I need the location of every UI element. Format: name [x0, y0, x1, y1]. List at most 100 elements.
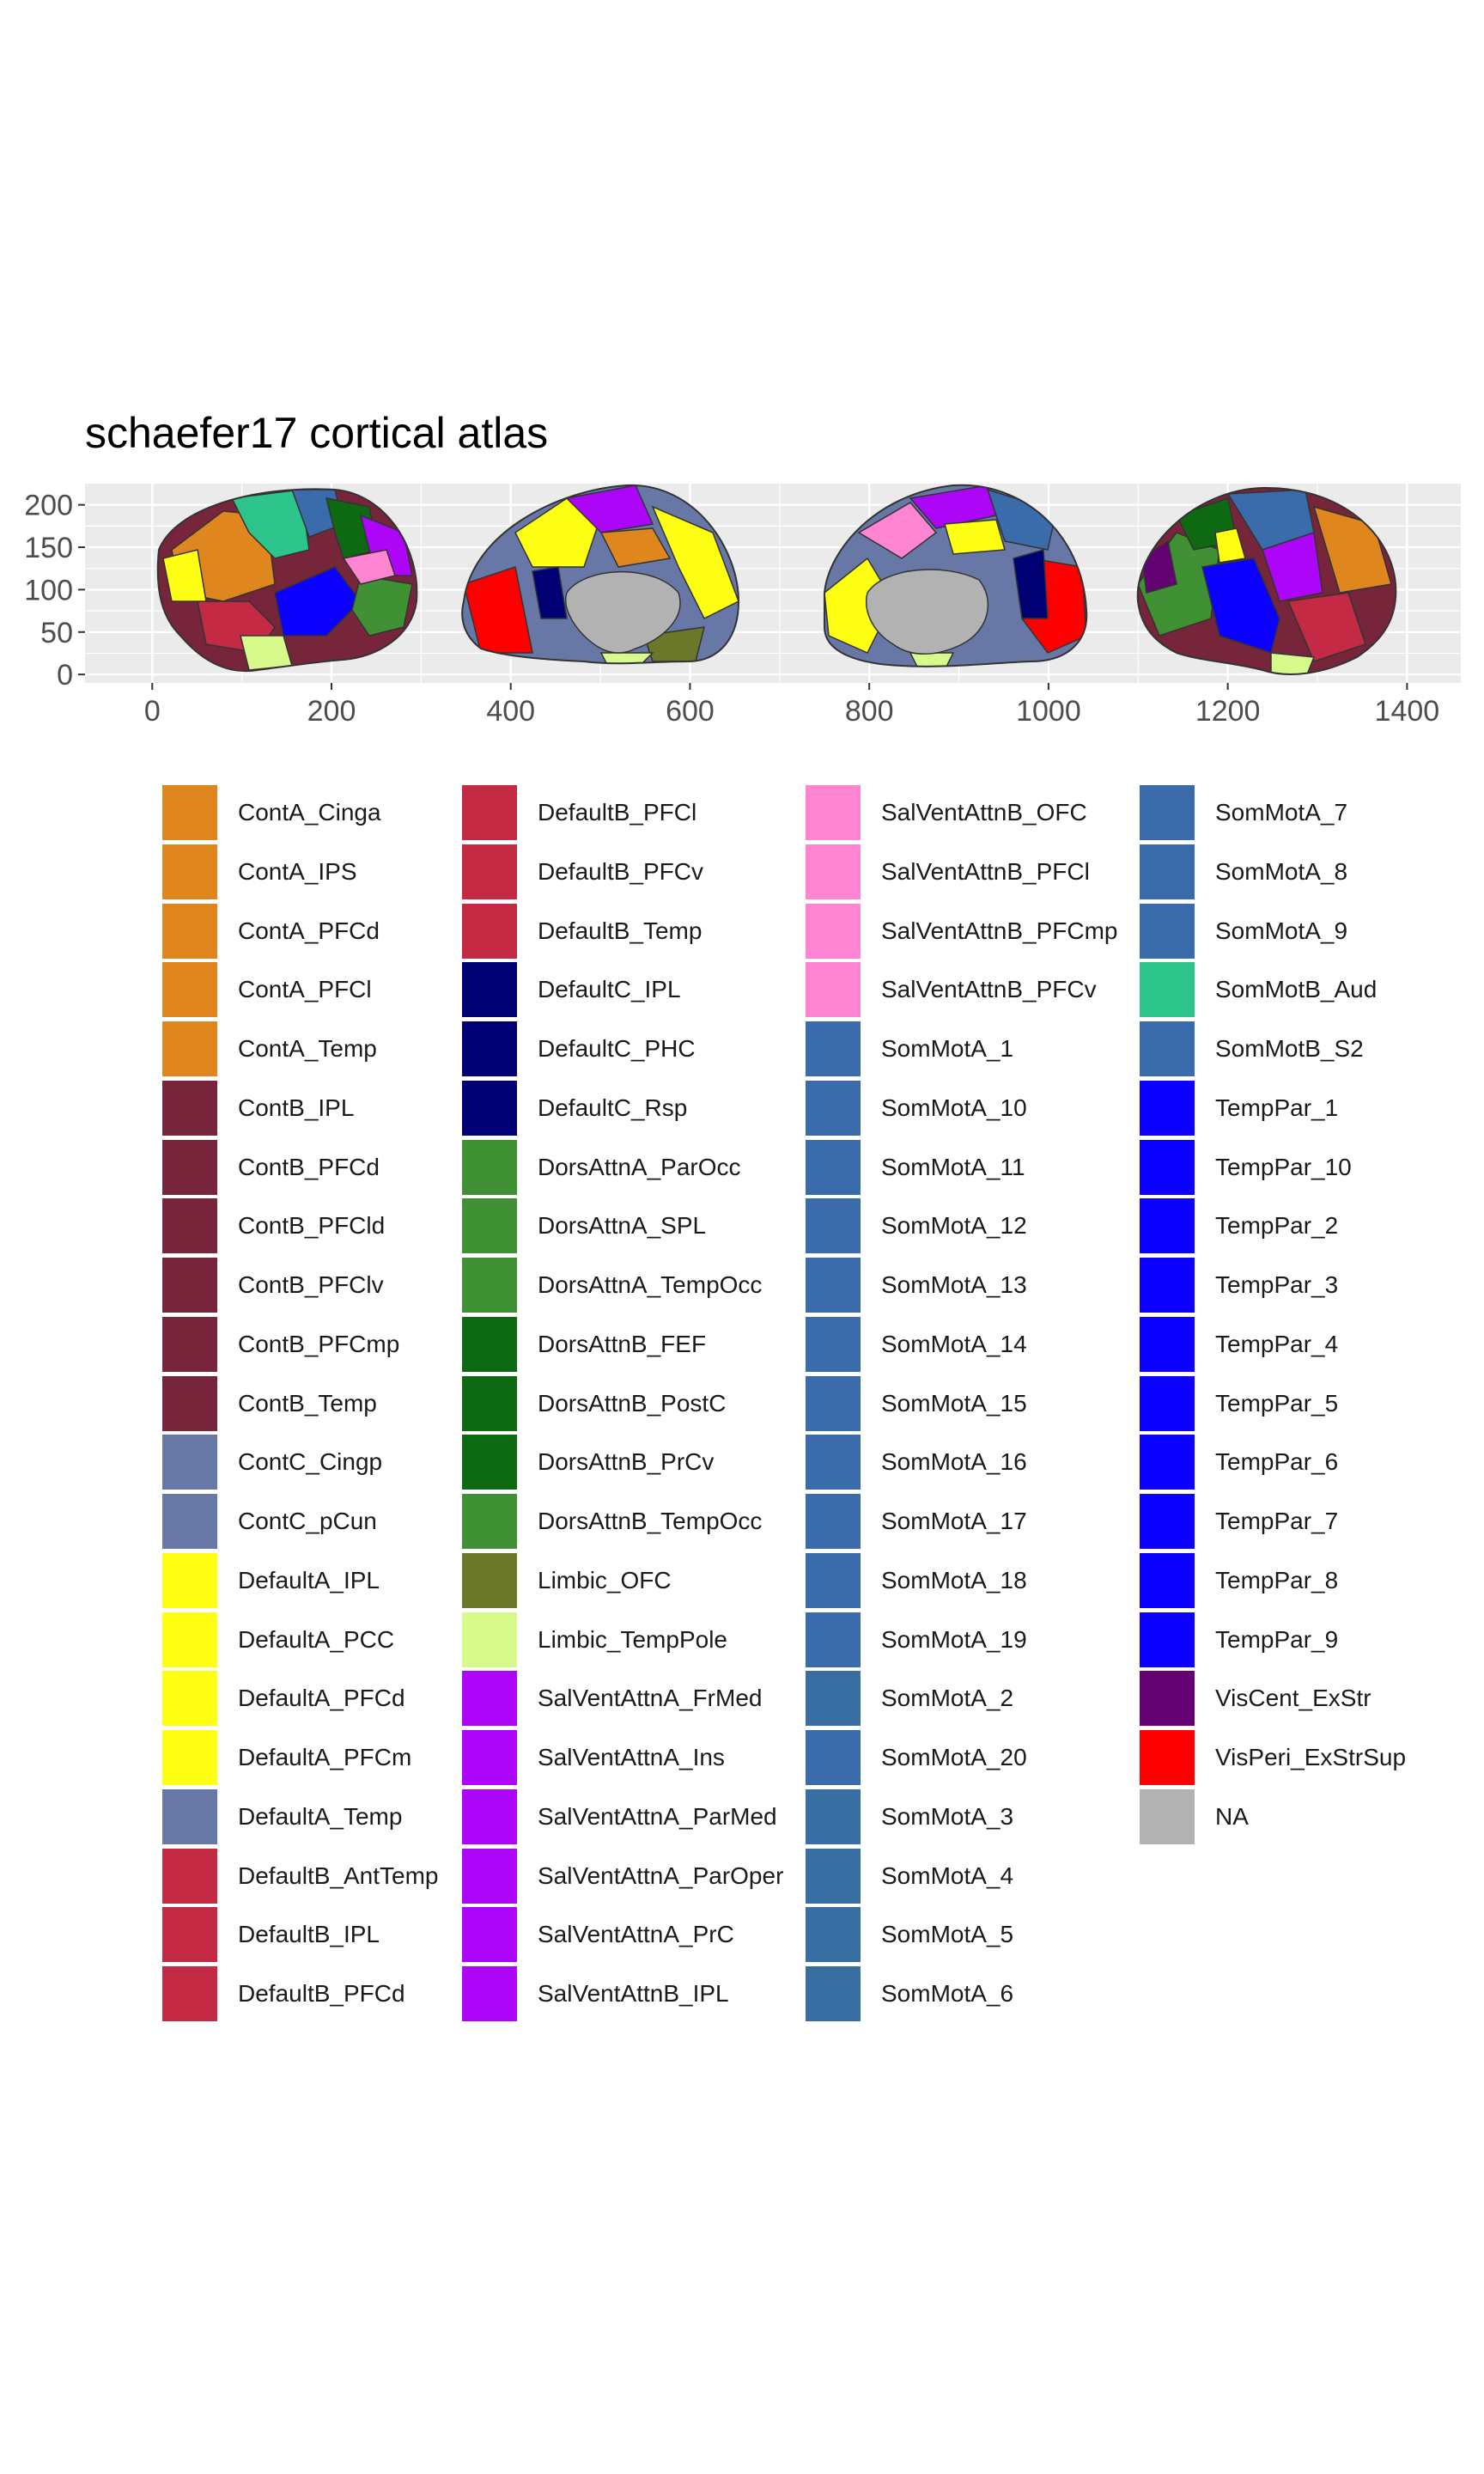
legend-key: [162, 1730, 217, 1785]
legend-key: [1140, 1435, 1195, 1490]
legend-label: ContB_PFClv: [238, 1271, 384, 1298]
legend-key: [162, 1080, 217, 1136]
legend-key: [1140, 1258, 1195, 1313]
legend-key: [806, 1848, 861, 1904]
legend-label: TempPar_10: [1215, 1153, 1352, 1180]
legend-label: ContA_Temp: [238, 1035, 377, 1062]
legend-label: DorsAttnA_TempOcc: [538, 1271, 763, 1298]
legend-key: [806, 1139, 861, 1195]
x-tick-label: 600: [666, 695, 715, 728]
legend-label: SalVentAttnA_ParMed: [538, 1802, 777, 1830]
legend-label: SomMotA_16: [881, 1448, 1027, 1476]
legend-key: [462, 1788, 517, 1844]
legend-label: TempPar_8: [1215, 1566, 1339, 1593]
legend-label: DefaultB_PFCv: [538, 857, 703, 885]
y-axis: 0 50 100 150 200: [24, 490, 85, 692]
legend-label: ContB_PFCmp: [238, 1330, 400, 1357]
legend-key: [462, 1730, 517, 1785]
legend-label: SomMotA_20: [881, 1744, 1027, 1770]
legend-label: Limbic_OFC: [538, 1566, 672, 1593]
legend-key: [462, 903, 517, 959]
legend-label: ContB_Temp: [238, 1389, 377, 1417]
legend-label: ContB_PFCd: [238, 1153, 380, 1180]
legend-label: SalVentAttnB_PFCl: [881, 857, 1090, 885]
legend-label: SomMotA_10: [881, 1094, 1027, 1121]
legend-label: SomMotA_1: [881, 1035, 1014, 1062]
legend-label: TempPar_5: [1215, 1389, 1339, 1417]
legend-key: [806, 1730, 861, 1785]
legend-label: ContA_PFCd: [238, 917, 380, 944]
legend-label: SomMotA_8: [1215, 857, 1348, 885]
legend-key: [462, 1907, 517, 1963]
legend-label: SalVentAttnA_ParOper: [538, 1862, 784, 1889]
legend-label: SomMotA_3: [881, 1802, 1014, 1830]
legend-key: [162, 1375, 217, 1431]
legend-key: [162, 962, 217, 1018]
legend-key: [462, 1375, 517, 1431]
legend-label: SomMotA_9: [1215, 917, 1348, 944]
legend-key: [1140, 1612, 1195, 1667]
legend-key: [806, 1671, 861, 1727]
legend-key: [806, 903, 861, 959]
legend-key: [1140, 962, 1195, 1018]
legend-label: SomMotA_11: [881, 1153, 1025, 1180]
legend-key: [806, 1907, 861, 1963]
legend-key: [462, 1966, 517, 2021]
legend-label: TempPar_4: [1215, 1330, 1339, 1357]
legend-key: [806, 1612, 861, 1667]
legend-key: [162, 1788, 217, 1844]
legend-label: SomMotB_S2: [1215, 1035, 1364, 1062]
legend-key: [806, 1080, 861, 1136]
legend-label: SalVentAttnA_PrC: [538, 1921, 734, 1948]
legend-label: SomMotA_4: [881, 1862, 1014, 1889]
legend-label: SalVentAttnA_FrMed: [538, 1685, 763, 1712]
legend-key: [462, 1612, 517, 1667]
x-tick-label: 0: [144, 695, 161, 728]
legend-key: [1140, 1080, 1195, 1136]
legend-label: SomMotA_17: [881, 1508, 1027, 1534]
legend-key: [1140, 1316, 1195, 1372]
legend-key: [806, 1788, 861, 1844]
legend-label: SalVentAttnB_OFC: [881, 799, 1087, 826]
legend-key: [1140, 1139, 1195, 1195]
chart-title: schaefer17 cortical atlas: [85, 409, 549, 457]
legend-label: DefaultA_PFCd: [238, 1685, 405, 1712]
x-tick-label: 1200: [1195, 695, 1261, 728]
legend-key: [462, 1552, 517, 1608]
legend-label: SalVentAttnB_PFCv: [881, 976, 1097, 1003]
legend-label: DefaultA_IPL: [238, 1566, 380, 1593]
legend-key: [462, 1848, 517, 1904]
legend-label: DorsAttnA_SPL: [538, 1212, 707, 1240]
legend-label: DefaultA_PCC: [238, 1625, 395, 1653]
x-tick-label: 400: [486, 695, 535, 728]
legend-label: DefaultB_AntTemp: [238, 1862, 439, 1889]
brain-lateral-left: [156, 488, 418, 673]
x-tick-label: 1400: [1375, 695, 1440, 728]
legend-label: Limbic_TempPole: [538, 1625, 727, 1653]
legend-key: [806, 1021, 861, 1076]
legend-key: [1140, 785, 1195, 840]
legend-key: [806, 1375, 861, 1431]
legend-key: [1140, 1552, 1195, 1608]
legend-label: SomMotA_18: [881, 1566, 1027, 1593]
legend-label: DefaultB_Temp: [538, 917, 702, 944]
legend-key: [1140, 1375, 1195, 1431]
legend-key: [162, 1021, 217, 1076]
legend-key: [806, 1198, 861, 1254]
legend-label: DefaultA_Temp: [238, 1802, 403, 1830]
legend-label: TempPar_3: [1215, 1271, 1339, 1298]
legend-label: ContC_Cingp: [238, 1448, 383, 1476]
legend-label: DefaultC_IPL: [538, 976, 681, 1003]
legend-label: SomMotA_12: [881, 1212, 1027, 1240]
legend-key: [162, 1494, 217, 1549]
legend-label: DorsAttnB_PrCv: [538, 1448, 715, 1476]
legend-label: TempPar_1: [1215, 1094, 1339, 1121]
legend-key: [462, 1671, 517, 1727]
legend-label: ContA_PFCl: [238, 976, 372, 1003]
legend-label: ContC_pCun: [238, 1508, 377, 1534]
brain-medial-left: [461, 484, 740, 665]
legend-key: [462, 962, 517, 1018]
legend-key: [806, 962, 861, 1018]
legend-key: [1140, 844, 1195, 899]
